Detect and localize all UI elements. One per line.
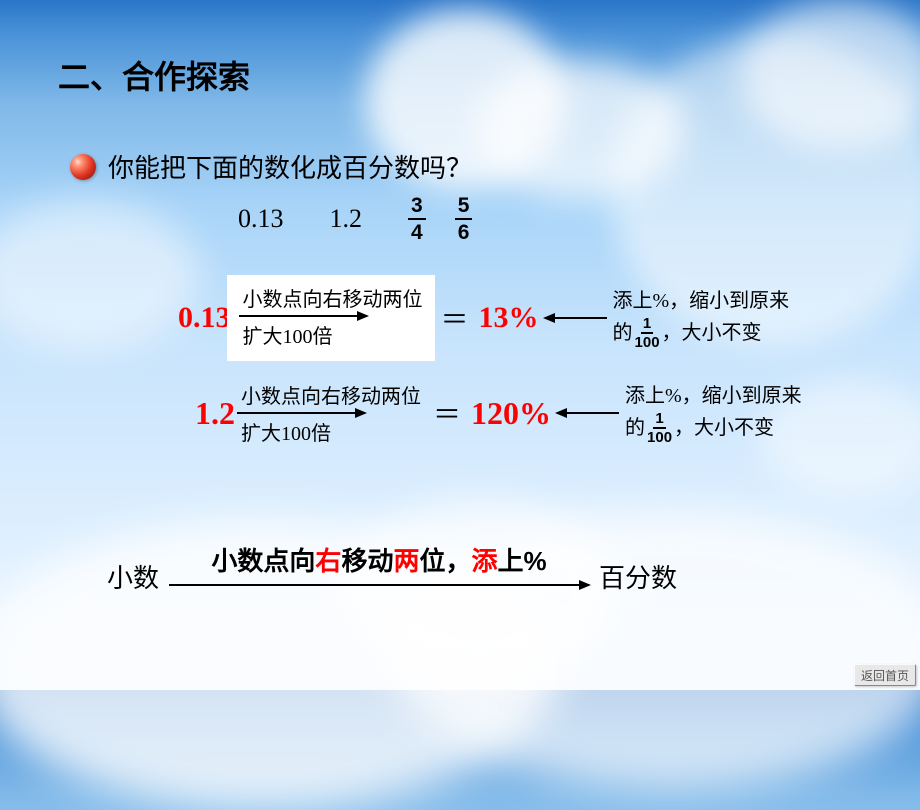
fraction-numerator: 5: [455, 195, 473, 220]
question-text: 你能把下面的数化成百分数吗？: [108, 148, 472, 185]
arrow-left-icon: [557, 412, 619, 414]
number-2: 1.2: [330, 204, 363, 234]
fraction-denominator: 6: [458, 220, 470, 243]
summary-row: 小数 小数点向右移动两位，添上% 百分数: [107, 532, 677, 595]
explanation-line-1: 添上%，缩小到原来: [613, 286, 790, 316]
summary-right-label: 百分数: [599, 532, 677, 595]
fraction-1: 3 4: [408, 195, 426, 243]
fraction-denominator: 4: [411, 220, 423, 243]
arrow-annotation: 小数点向右移动两位 扩大100倍: [237, 380, 421, 446]
conversion-row-2: 1.2 小数点向右移动两位 扩大100倍 ＝ 120% 添上%，缩小到原来 的 …: [195, 380, 802, 446]
arrow-right-icon: [239, 315, 367, 317]
arrow-label-bottom: 扩大100倍: [237, 414, 331, 446]
numbers-row: 0.13 1.2 3 4 5 6: [238, 195, 501, 243]
input-value: 1.2: [195, 395, 235, 432]
question-row: 你能把下面的数化成百分数吗？: [70, 148, 472, 185]
back-home-button[interactable]: 返回首页: [854, 664, 916, 686]
summary-arrow: 小数点向右移动两位，添上%: [169, 541, 589, 586]
fraction-numerator: 3: [408, 195, 426, 220]
arrow-annotation: 小数点向右移动两位 扩大100倍: [239, 283, 423, 349]
equals-sign: ＝: [441, 298, 469, 338]
explanation-line-1: 添上%，缩小到原来: [625, 381, 802, 411]
arrow-label-top: 小数点向右移动两位: [237, 380, 421, 412]
conversion-row-1: 0.13 小数点向右移动两位 扩大100倍 ＝ 13% 添上%，缩小到原来 的 …: [178, 275, 789, 361]
number-1: 0.13: [238, 204, 284, 234]
arrow-label-top: 小数点向右移动两位: [239, 283, 423, 315]
input-value: 0.13: [178, 301, 231, 335]
red-sphere-bullet: [70, 154, 96, 180]
explanation-line-2: 的 1 100 ，大小不变: [613, 316, 790, 350]
equals-sign: ＝: [433, 393, 461, 433]
output-value: 13%: [479, 301, 539, 335]
summary-left-label: 小数: [107, 532, 159, 595]
output-value: 120%: [471, 395, 551, 432]
arrow-left-icon: [545, 317, 607, 319]
fraction-1-100: 1 100: [635, 316, 660, 350]
fraction-1-100: 1 100: [647, 411, 672, 445]
summary-rule-text: 小数点向右移动两位，添上%: [211, 541, 546, 584]
explanation-text: 添上%，缩小到原来 的 1 100 ，大小不变: [625, 381, 802, 445]
fraction-2: 5 6: [455, 195, 473, 243]
arrow-label-bottom: 扩大100倍: [239, 317, 333, 349]
explanation-line-2: 的 1 100 ，大小不变: [625, 411, 802, 445]
white-highlight-box: 小数点向右移动两位 扩大100倍: [227, 275, 435, 361]
explanation-text: 添上%，缩小到原来 的 1 100 ，大小不变: [613, 286, 790, 350]
arrow-right-icon: [237, 412, 365, 414]
slide-content: 二、合作探索 你能把下面的数化成百分数吗？ 0.13 1.2 3 4 5 6 0…: [0, 0, 920, 690]
arrow-right-icon: [169, 584, 589, 586]
section-title: 二、合作探索: [58, 52, 250, 98]
